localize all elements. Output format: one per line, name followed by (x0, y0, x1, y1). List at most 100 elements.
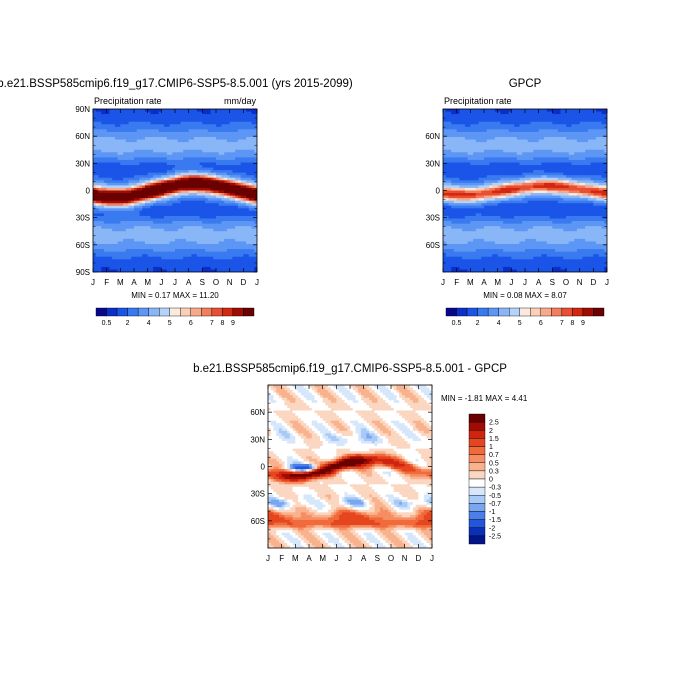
heatmap-cell (218, 149, 223, 153)
heatmap-cell (226, 246, 231, 250)
heatmap-cell (147, 203, 151, 207)
heatmap-cell (213, 159, 217, 164)
heatmap-cell (248, 228, 253, 232)
heatmap-cell (568, 142, 573, 146)
heatmap-cell (484, 142, 488, 146)
heatmap-cell (150, 144, 154, 148)
heatmap-cell (153, 154, 157, 158)
heatmap-cell (128, 256, 132, 260)
heatmap-cell (112, 249, 116, 253)
heatmap-cell (112, 226, 116, 230)
heatmap-cell (237, 144, 242, 148)
heatmap-cell (213, 261, 217, 265)
heatmap-cell (158, 264, 162, 268)
heatmap-cell (246, 129, 250, 133)
heatmap-cell (95, 175, 100, 179)
heatmap-cell (218, 165, 223, 169)
heatmap-cell (445, 152, 450, 156)
heatmap-cell (527, 129, 532, 133)
heatmap-cell (210, 157, 214, 161)
heatmap-cell (164, 175, 168, 179)
heatmap-cell (445, 121, 450, 125)
heatmap-cell (453, 109, 458, 113)
heatmap-cell (224, 241, 228, 245)
heatmap-cell (199, 236, 203, 240)
heatmap-cell (207, 231, 212, 235)
heatmap-cell (601, 144, 605, 148)
heatmap-cell (546, 114, 551, 118)
heatmap-cell (131, 162, 135, 166)
heatmap-cell (177, 251, 182, 255)
heatmap-cell (246, 154, 250, 158)
heatmap-cell (191, 111, 195, 115)
heatmap-cell (128, 198, 132, 202)
heatmap-cell (229, 200, 233, 204)
heatmap-cell (153, 208, 157, 212)
heatmap-cell (191, 170, 195, 174)
heatmap-cell (443, 124, 447, 128)
heatmap-cell (237, 111, 242, 115)
heatmap-cell (216, 111, 220, 115)
heatmap-cell (169, 238, 173, 243)
heatmap-cell (136, 205, 141, 209)
heatmap-cell (185, 119, 190, 123)
heatmap-cell (109, 251, 113, 255)
heatmap-cell (216, 185, 220, 189)
heatmap-cell (213, 226, 217, 230)
heatmap-cell (131, 172, 135, 176)
heatmap-cell (552, 137, 556, 141)
heatmap-cell (248, 144, 253, 148)
heatmap-cell (213, 165, 217, 169)
heatmap-cell (191, 119, 195, 123)
heatmap-cell (134, 157, 138, 161)
heatmap-cell (484, 149, 488, 153)
heatmap-cell (185, 177, 190, 181)
heatmap-cell (93, 185, 97, 189)
heatmap-cell (196, 185, 201, 189)
heatmap-cell (123, 190, 127, 194)
heatmap-cell (232, 213, 236, 217)
heatmap-cell (216, 200, 220, 204)
heatmap-cell (221, 131, 225, 136)
heatmap-cell (462, 119, 466, 123)
heatmap-cell (98, 119, 102, 123)
heatmap-cell (95, 193, 100, 197)
heatmap-cell (103, 226, 108, 230)
heatmap-cell (226, 185, 231, 189)
heatmap-cell (103, 147, 108, 151)
heatmap-cell (224, 170, 228, 174)
heatmap-cell (210, 121, 214, 125)
heatmap-cell (202, 190, 206, 194)
heatmap-cell (246, 221, 250, 225)
heatmap-cell (128, 175, 132, 179)
heatmap-cell (147, 167, 151, 171)
heatmap-cell (125, 119, 130, 123)
heatmap-cell (134, 233, 138, 237)
heatmap-cell (213, 205, 217, 209)
heatmap-cell (175, 213, 179, 217)
heatmap-cell (248, 200, 253, 204)
heatmap-cell (246, 182, 250, 187)
heatmap-cell (161, 208, 165, 212)
heatmap-cell (93, 177, 97, 181)
heatmap-cell (500, 142, 504, 146)
heatmap-cell (207, 223, 212, 227)
heatmap-cell (585, 144, 589, 148)
heatmap-cell (205, 210, 209, 215)
heatmap-cell (139, 139, 143, 143)
heatmap-cell (166, 251, 171, 255)
heatmap-cell (243, 165, 247, 169)
heatmap-cell (560, 147, 564, 151)
heatmap-cell (114, 251, 119, 255)
heatmap-cell (557, 126, 562, 130)
heatmap-cell (155, 152, 160, 156)
heatmap-cell (563, 129, 567, 133)
heatmap-cell (103, 137, 108, 141)
heatmap-cell (169, 175, 173, 179)
heatmap-cell (235, 203, 239, 207)
heatmap-cell (473, 131, 477, 136)
heatmap-cell (120, 129, 124, 133)
heatmap-cell (464, 131, 469, 136)
heatmap-cell (112, 170, 116, 174)
heatmap-cell (470, 134, 474, 138)
